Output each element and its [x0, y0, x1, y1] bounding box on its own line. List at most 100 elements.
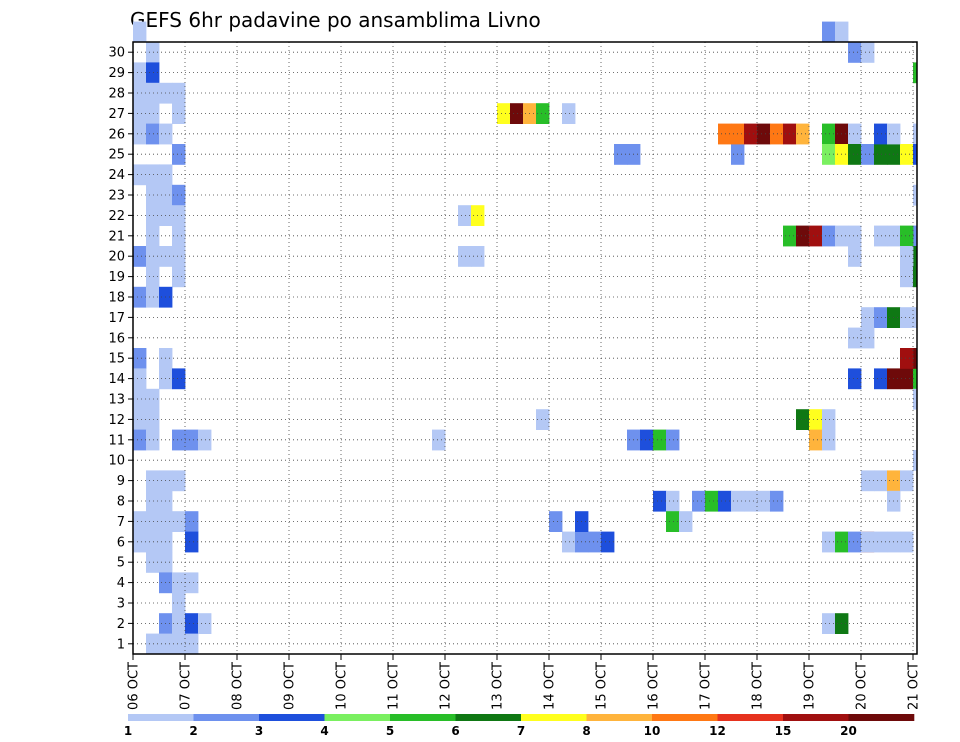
precip-cell: [185, 511, 199, 532]
precip-cell: [705, 490, 719, 512]
precip-cell: [666, 429, 680, 451]
precip-cell: [848, 368, 862, 390]
y-tick-label: 27: [108, 107, 125, 122]
precip-cell: [458, 246, 472, 267]
precip-cell: [146, 123, 160, 145]
precip-cell: [822, 409, 836, 430]
precip-cell: [822, 429, 836, 451]
y-tick-label: 24: [108, 168, 125, 183]
colorbar-swatch: [848, 714, 915, 721]
precip-cell: [770, 490, 784, 512]
x-tick-label: 16 OCT: [647, 662, 662, 710]
precip-cell: [588, 531, 602, 553]
precip-cell: [185, 531, 199, 553]
y-tick-label: 19: [108, 270, 125, 285]
precip-cell: [653, 490, 667, 512]
precip-cell: [172, 184, 186, 206]
precip-cell: [757, 490, 771, 512]
precip-cell: [913, 123, 918, 145]
precip-cell: [640, 429, 654, 451]
precip-cell: [536, 103, 550, 124]
colorbar-label: 4: [320, 724, 328, 738]
precip-cell: [133, 286, 147, 308]
precip-cell: [718, 490, 732, 512]
colorbar-swatch: [390, 714, 456, 721]
colorbar-swatch: [586, 714, 653, 721]
precip-cell: [133, 368, 147, 390]
plot-grid: [133, 42, 917, 654]
precip-cell: [692, 490, 706, 512]
precip-cell: [744, 490, 758, 512]
x-tick-label: 21 OCT: [907, 662, 922, 710]
precip-cell: [172, 613, 186, 634]
x-tick-label: 11 OCT: [387, 662, 402, 710]
y-tick-label: 8: [117, 495, 125, 510]
colorbar: 1 2 3 4 5 6 7 8 10 12 15 20: [124, 714, 915, 738]
precip-cell: [146, 490, 160, 512]
precip-cell: [848, 327, 862, 349]
precip-cell: [913, 348, 918, 369]
y-tick-label: 11: [108, 433, 125, 448]
precip-cell: [146, 62, 160, 84]
precip-cell: [146, 205, 160, 226]
colorbar-swatch: [259, 714, 325, 721]
colorbar-label: 10: [644, 724, 661, 738]
precip-cell: [822, 144, 836, 165]
y-tick-label: 20: [108, 250, 125, 265]
precip-cell: [796, 123, 810, 145]
precip-cell: [822, 123, 836, 145]
precip-cell: [133, 103, 147, 124]
precip-cell: [172, 144, 186, 165]
precip-cell: [146, 82, 160, 104]
precip-cell: [900, 144, 914, 165]
colorbar-swatch: [521, 714, 587, 721]
precip-cell: [172, 470, 186, 492]
precip-cell: [900, 246, 914, 267]
y-tick-label: 28: [108, 87, 125, 102]
y-tick-label: 22: [108, 209, 125, 224]
y-tick-label: 12: [108, 413, 125, 428]
colorbar-swatch: [717, 714, 784, 721]
x-tick-label: 20 OCT: [855, 662, 870, 710]
precip-cell: [718, 123, 732, 145]
precip-cell: [913, 62, 918, 84]
x-tick-label: 07 OCT: [179, 662, 194, 710]
precip-cell: [822, 531, 836, 553]
precip-cell: [133, 388, 147, 410]
x-tick-label: 17 OCT: [699, 662, 714, 710]
precip-cell: [133, 21, 147, 43]
precip-cell: [146, 103, 160, 124]
precip-cell: [146, 42, 160, 63]
y-tick-label: 3: [117, 597, 125, 612]
precip-cell: [874, 123, 888, 145]
colorbar-label: 6: [451, 724, 459, 738]
precip-cell: [146, 633, 160, 655]
precip-cell: [744, 123, 758, 145]
x-tick-label: 13 OCT: [491, 662, 506, 710]
precip-cell: [133, 429, 147, 451]
precip-cell: [809, 429, 823, 451]
precip-cell: [133, 82, 147, 104]
precip-cell: [146, 429, 160, 451]
precip-cell: [900, 348, 914, 369]
y-tick-label: 23: [108, 189, 125, 204]
precip-cell: [198, 429, 212, 451]
precip-cell: [848, 123, 862, 145]
colorbar-label: 12: [709, 724, 726, 738]
precip-cell: [146, 552, 160, 573]
precip-cell: [913, 388, 918, 410]
precip-cell: [900, 225, 914, 247]
precip-cell: [900, 531, 914, 553]
precip-cell: [185, 572, 199, 594]
precip-cell: [861, 470, 875, 492]
precip-cell: [770, 123, 784, 145]
precip-cell: [133, 246, 147, 267]
y-tick-label: 29: [108, 66, 125, 81]
x-tick-label: 09 OCT: [283, 662, 298, 710]
precip-cell: [848, 225, 862, 247]
y-tick-label: 6: [117, 535, 125, 550]
precip-cell: [861, 531, 875, 553]
y-axis: 1234567891011121314151617181920212223242…: [108, 46, 133, 652]
precip-cell: [133, 123, 147, 145]
precip-cell: [146, 388, 160, 410]
